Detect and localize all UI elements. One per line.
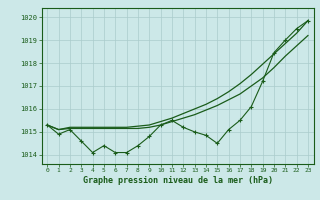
X-axis label: Graphe pression niveau de la mer (hPa): Graphe pression niveau de la mer (hPa) [83, 176, 273, 185]
